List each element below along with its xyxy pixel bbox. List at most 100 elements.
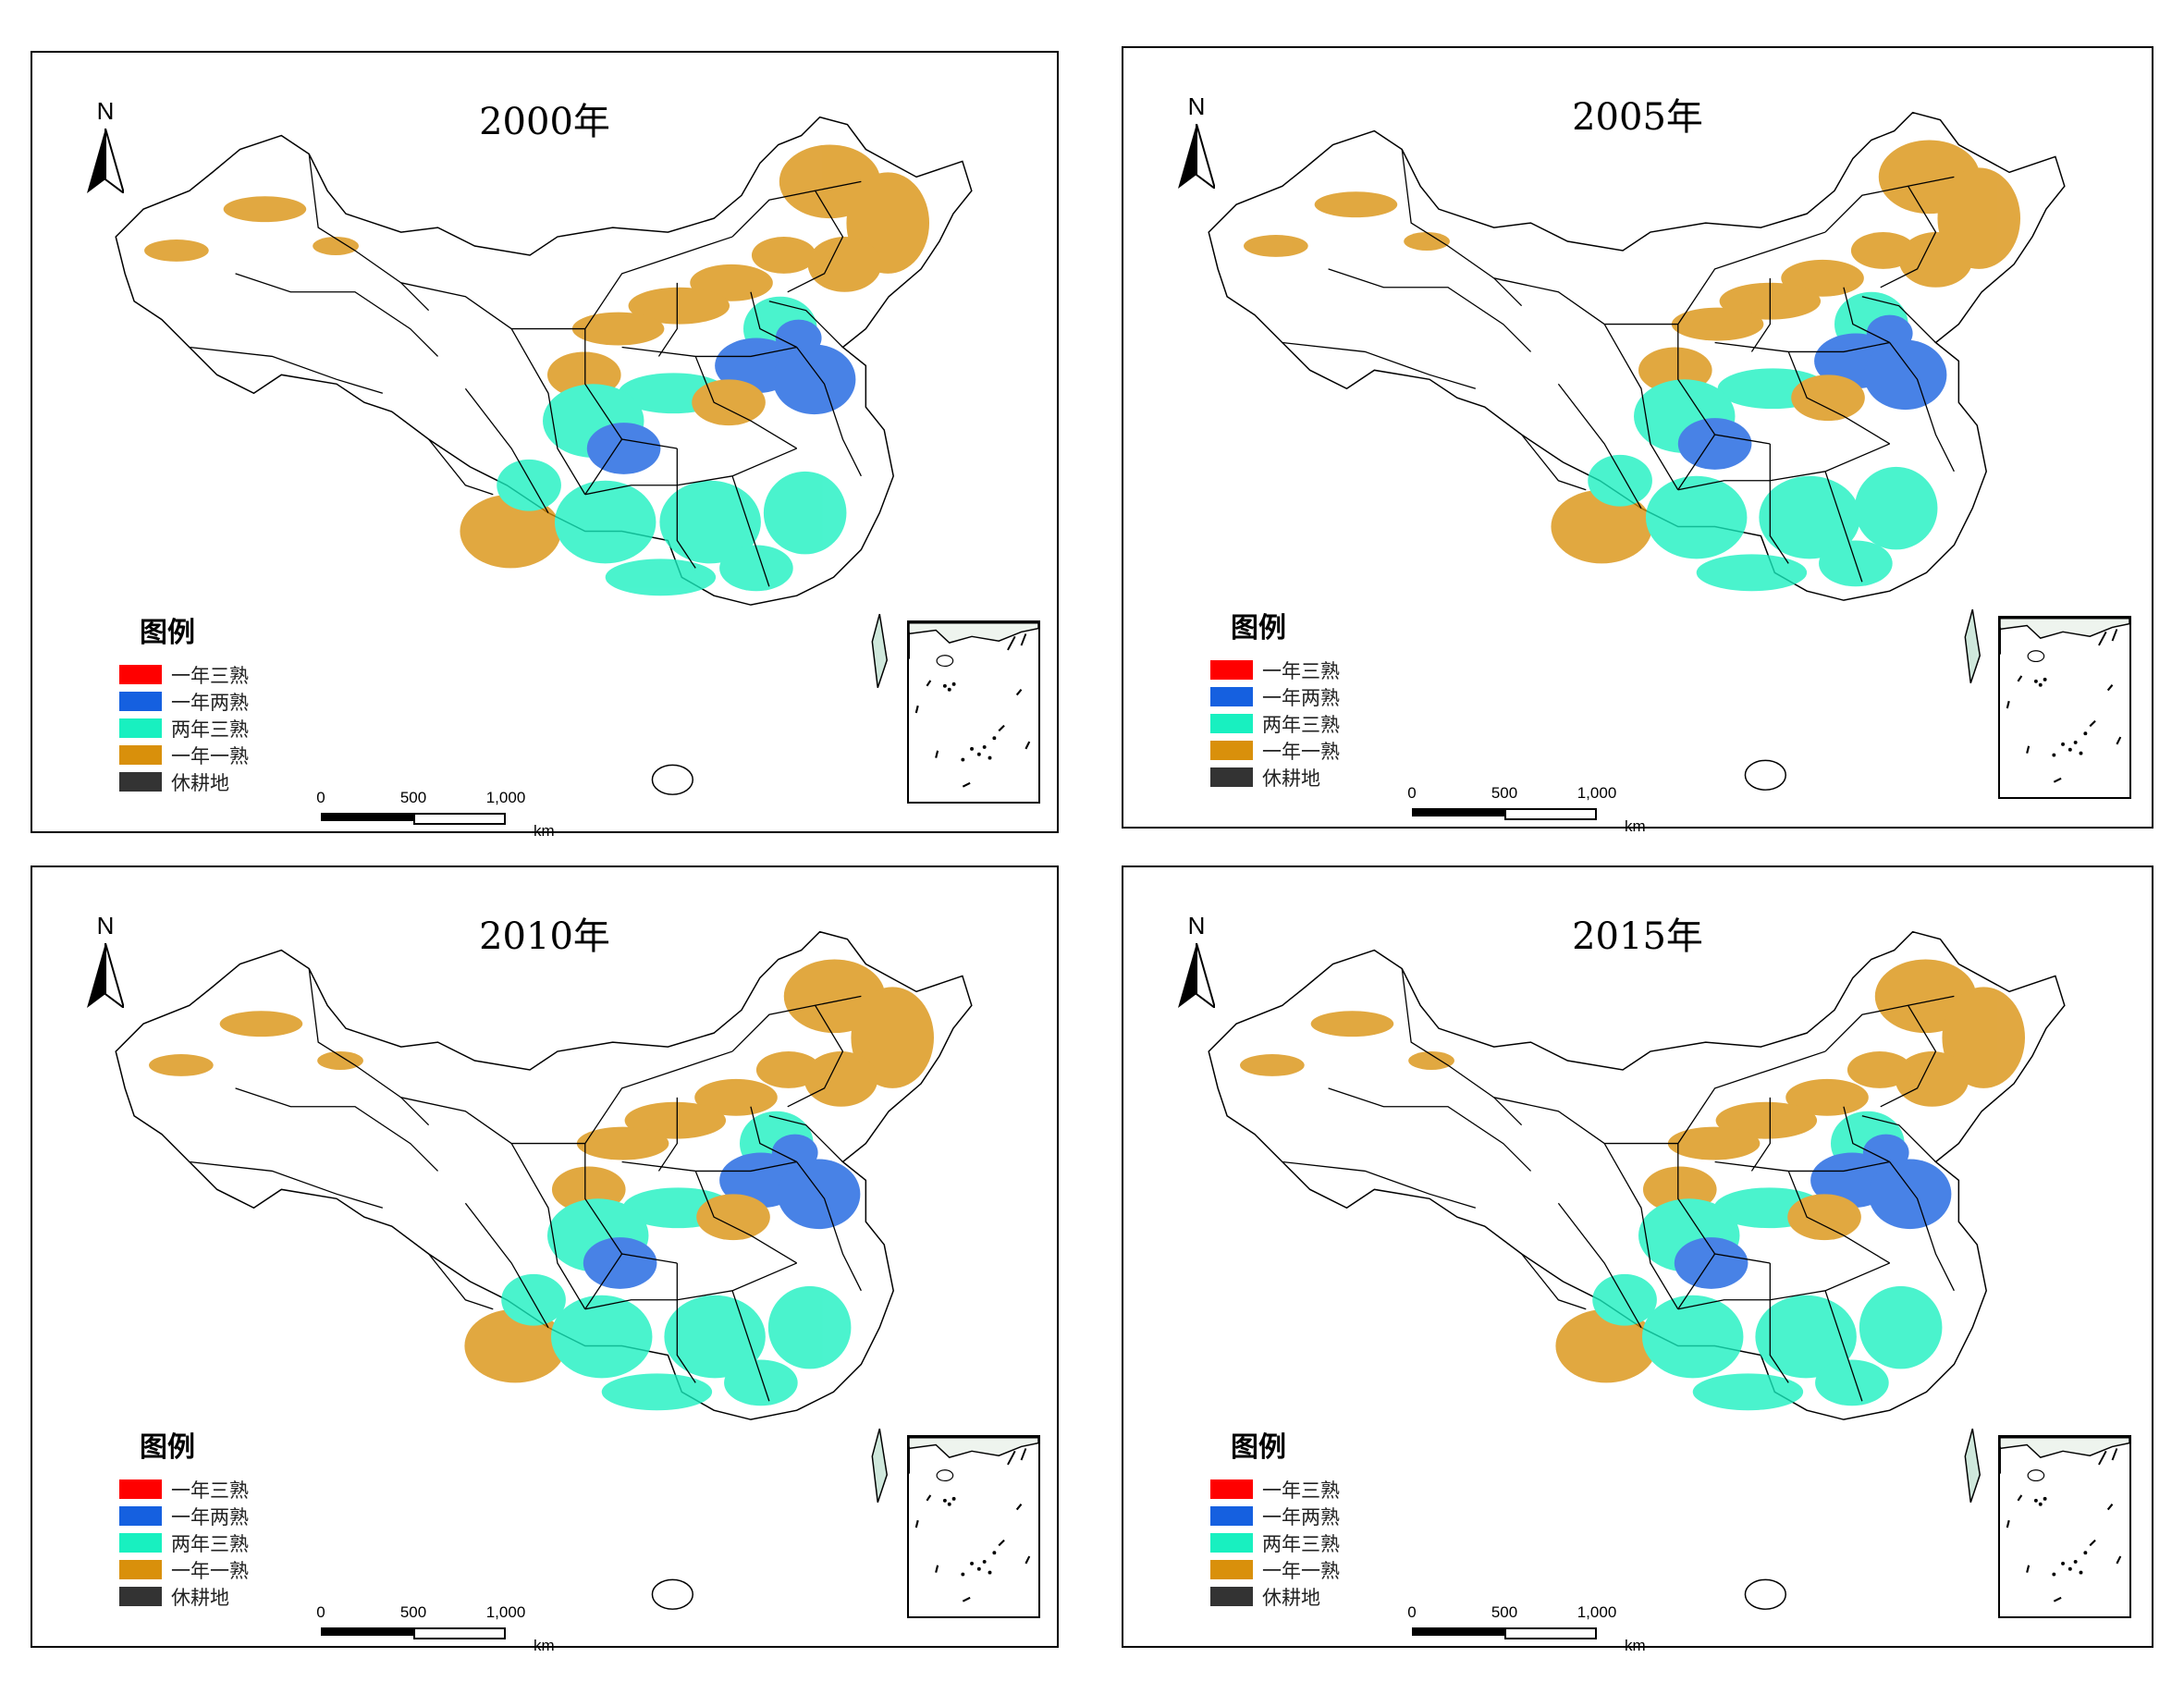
cropland-patch bbox=[1667, 1126, 1761, 1160]
cropland-patch bbox=[1755, 1295, 1857, 1379]
legend-item: 一年三熟 bbox=[119, 1476, 249, 1503]
province-boundary bbox=[1401, 149, 1523, 307]
province-boundary bbox=[1282, 1160, 1477, 1209]
cropland-patch bbox=[460, 494, 561, 569]
province-boundary bbox=[584, 1050, 733, 1144]
north-arrow-icon bbox=[87, 129, 124, 193]
cropland-patch bbox=[149, 1054, 214, 1076]
legend-swatch bbox=[1210, 741, 1253, 760]
legend-title: 图例 bbox=[140, 1431, 195, 1464]
province-boundary bbox=[1493, 277, 1678, 325]
north-label: N bbox=[96, 912, 115, 939]
cropland-patch bbox=[601, 1373, 713, 1411]
cropland-patch bbox=[692, 379, 766, 426]
cropland-patch bbox=[497, 459, 561, 511]
cropland-patch bbox=[1863, 339, 1947, 411]
cropland-patch bbox=[1895, 1051, 1969, 1107]
legend-label: 一年一熟 bbox=[171, 1559, 249, 1582]
legend-label: 休耕地 bbox=[1262, 1586, 1320, 1609]
scale-segment bbox=[413, 1627, 506, 1639]
province-boundary bbox=[464, 387, 549, 513]
cropland-layer bbox=[144, 144, 930, 596]
province-boundary bbox=[750, 1106, 797, 1163]
south-china-sea-inset bbox=[1998, 616, 2131, 799]
province-boundary bbox=[1521, 1253, 1587, 1310]
province-boundary bbox=[428, 1253, 494, 1310]
cropland-patch bbox=[1854, 466, 1938, 550]
cropland-patch bbox=[1787, 1194, 1861, 1241]
legend-swatch bbox=[119, 772, 162, 792]
province-boundary bbox=[750, 291, 797, 349]
province-boundary bbox=[1328, 268, 1532, 352]
legend: 图例 一年三熟 一年两熟 两年三熟 一年一熟 休耕地 bbox=[119, 609, 249, 795]
province-boundary bbox=[796, 347, 862, 477]
legend-swatch bbox=[119, 1560, 162, 1579]
scale-segment bbox=[321, 813, 413, 821]
province-boundary bbox=[1677, 324, 1771, 445]
province-boundary bbox=[1603, 324, 1679, 491]
scale-tick: 0 bbox=[1407, 784, 1417, 802]
province-boundary bbox=[189, 346, 384, 394]
legend-swatch bbox=[1210, 1560, 1253, 1579]
north-arrow-icon bbox=[1178, 943, 1215, 1008]
legend-label: 一年一熟 bbox=[171, 744, 249, 767]
cropland-patch bbox=[1791, 374, 1865, 422]
hainan-island bbox=[651, 1578, 693, 1610]
legend-item: 两年三熟 bbox=[1210, 1529, 1340, 1556]
legend-title: 图例 bbox=[140, 617, 195, 649]
cropland-patch bbox=[694, 1078, 778, 1116]
north-arrow: N bbox=[1173, 92, 1220, 189]
cropland-patch bbox=[1671, 307, 1764, 341]
scale-tick: 1,000 bbox=[1577, 1603, 1617, 1621]
cropland-patch bbox=[583, 1237, 657, 1289]
province-boundary bbox=[657, 1097, 678, 1172]
cropland-patch bbox=[1898, 232, 1973, 288]
legend-label: 一年一熟 bbox=[1262, 740, 1340, 763]
province-boundary bbox=[1714, 1160, 1890, 1172]
cropland-patch bbox=[1785, 1078, 1869, 1116]
legend-item: 一年两熟 bbox=[119, 1503, 249, 1529]
province-boundary bbox=[1557, 383, 1642, 509]
cropland-patch bbox=[464, 1308, 566, 1383]
province-boundary bbox=[1787, 351, 1891, 445]
cropland-patch bbox=[1866, 314, 1913, 352]
province-boundary bbox=[731, 995, 862, 1052]
legend-label: 两年三熟 bbox=[1262, 713, 1340, 736]
north-arrow-icon bbox=[87, 943, 124, 1008]
province-boundary bbox=[189, 1160, 384, 1209]
legend-label: 一年两熟 bbox=[1262, 1505, 1340, 1529]
cropland-patch bbox=[724, 1359, 798, 1406]
province-boundary bbox=[1401, 968, 1523, 1126]
province-boundary bbox=[1843, 287, 1890, 344]
province-boundary bbox=[621, 346, 797, 358]
province-boundary bbox=[235, 273, 439, 357]
cropland-patch bbox=[571, 312, 665, 346]
legend-item: 一年一熟 bbox=[119, 742, 249, 768]
north-arrow: N bbox=[82, 97, 129, 193]
province-boundary bbox=[1880, 1004, 1937, 1108]
scale-tick: 500 bbox=[1491, 1603, 1518, 1621]
cropland-patch bbox=[772, 344, 856, 415]
province-boundary bbox=[1889, 342, 1955, 473]
legend-swatch bbox=[119, 1479, 162, 1499]
legend-label: 一年两熟 bbox=[171, 691, 249, 714]
cropland-patch bbox=[1677, 418, 1752, 470]
province-boundary bbox=[1769, 443, 1789, 564]
scale-unit: km bbox=[534, 822, 555, 840]
scale-bar: 0 500 1,000 km bbox=[316, 1603, 554, 1654]
south-china-sea-inset bbox=[907, 620, 1040, 804]
legend-label: 一年一熟 bbox=[1262, 1559, 1340, 1582]
legend-item: 一年一熟 bbox=[119, 1556, 249, 1583]
province-boundary bbox=[731, 475, 770, 587]
legend-item: 一年两熟 bbox=[1210, 683, 1340, 710]
cropland-patch bbox=[1942, 987, 2026, 1088]
legend-item: 休耕地 bbox=[1210, 1583, 1340, 1610]
province-boundary bbox=[308, 968, 430, 1126]
legend-item: 两年三熟 bbox=[1210, 710, 1340, 737]
province-boundary bbox=[510, 328, 586, 496]
cropland-patch bbox=[1715, 1101, 1818, 1139]
legend-swatch bbox=[1210, 1587, 1253, 1606]
china-map bbox=[115, 930, 973, 1610]
cropland-patch bbox=[851, 987, 934, 1088]
cropland-patch bbox=[1310, 1011, 1394, 1037]
